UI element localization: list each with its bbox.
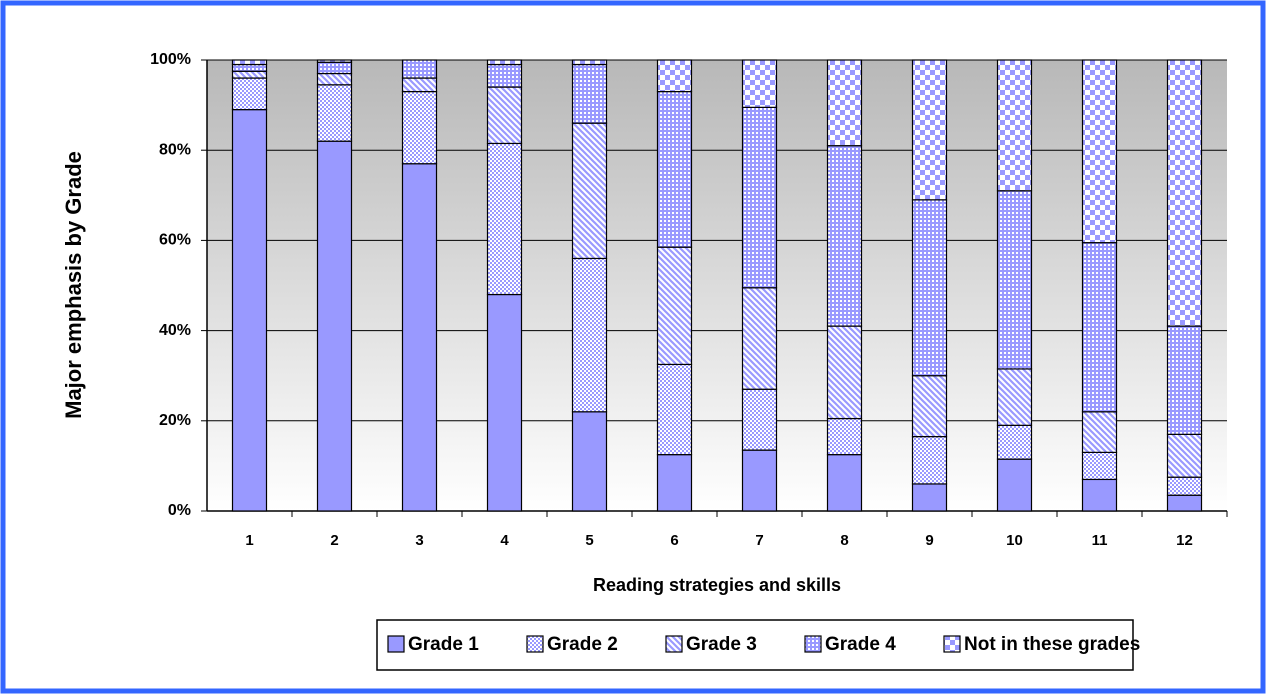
bar-segment xyxy=(911,483,948,512)
bar-segment xyxy=(1166,59,1203,327)
bar-segment xyxy=(1081,59,1118,244)
bar-segment xyxy=(231,70,268,79)
bar-segment xyxy=(316,59,353,63)
x-tick-label: 7 xyxy=(755,532,763,549)
y-tick-label: 60% xyxy=(159,232,191,249)
x-tick-label: 10 xyxy=(1006,532,1023,549)
bar-segment xyxy=(656,454,693,512)
bar-segment xyxy=(571,411,608,512)
y-axis-title: Major emphasis by Grade xyxy=(61,151,86,419)
bar-segment xyxy=(486,59,523,66)
legend-label: Grade 1 xyxy=(408,634,479,655)
x-tick-label: 3 xyxy=(415,532,423,549)
bar-segment xyxy=(1081,451,1118,481)
bar-segment xyxy=(571,63,608,124)
x-tick-label: 11 xyxy=(1092,532,1108,549)
x-tick-label: 1 xyxy=(245,532,253,549)
bar-segment xyxy=(231,59,268,66)
bar-segment xyxy=(486,86,523,145)
bar-segment xyxy=(996,458,1033,512)
bar-segment xyxy=(996,424,1033,460)
bar-segment xyxy=(1166,494,1203,512)
legend-swatch xyxy=(526,635,544,653)
bar-segment xyxy=(401,59,438,79)
bar-segment xyxy=(826,59,863,147)
bar-segment xyxy=(231,77,268,111)
legend-label: Grade 3 xyxy=(686,634,757,655)
bar-segment xyxy=(911,435,948,485)
legend-box xyxy=(376,619,1134,671)
y-tick-label: 0% xyxy=(168,502,191,519)
bar-segment xyxy=(741,287,778,390)
plot-area xyxy=(207,60,1227,511)
bar-segment xyxy=(741,388,778,451)
bar-segment xyxy=(231,109,268,512)
bar-segment xyxy=(741,106,778,289)
x-tick-label: 4 xyxy=(500,532,509,549)
bar-segment xyxy=(571,59,608,66)
legend-swatch xyxy=(943,635,961,653)
bar-segment xyxy=(1166,325,1203,435)
x-tick-label: 9 xyxy=(925,532,933,549)
bar-segment xyxy=(571,257,608,413)
bar-segment xyxy=(826,145,863,327)
bar-segment xyxy=(996,59,1033,192)
y-tick-label: 40% xyxy=(159,322,191,339)
bar-segment xyxy=(316,84,353,142)
legend-swatch xyxy=(804,635,822,653)
bar-segment xyxy=(826,454,863,512)
y-tick-label: 80% xyxy=(159,141,191,158)
bar-segment xyxy=(486,142,523,296)
bar-segment xyxy=(1081,411,1118,453)
bar-segment xyxy=(1081,242,1118,413)
legend-label: Grade 4 xyxy=(825,634,896,655)
bar-segment xyxy=(826,325,863,420)
legend-label: Grade 2 xyxy=(547,634,618,655)
bar-segment xyxy=(486,63,523,88)
bar-segment xyxy=(656,246,693,366)
bar-segment xyxy=(1081,478,1118,512)
y-tick-label: 20% xyxy=(159,412,191,429)
x-axis-title: Reading strategies and skills xyxy=(593,575,841,595)
bar-segment xyxy=(741,449,778,512)
bar-segment xyxy=(996,190,1033,370)
bar-segment xyxy=(486,293,523,512)
bar-segment xyxy=(231,63,268,72)
x-tick-label: 12 xyxy=(1176,532,1193,549)
legend-label: Not in these grades xyxy=(964,634,1140,655)
bar-segment xyxy=(996,368,1033,426)
bar-segment xyxy=(401,77,438,93)
bar-segment xyxy=(826,417,863,456)
bar-segment xyxy=(316,61,353,75)
bar-segment xyxy=(911,59,948,201)
legend-swatch xyxy=(665,635,683,653)
bar-segment xyxy=(1166,476,1203,496)
x-tick-label: 8 xyxy=(840,532,848,549)
bar-segment xyxy=(741,59,778,108)
bar-segment xyxy=(316,140,353,512)
y-tick-label: 100% xyxy=(150,51,191,68)
bar-segment xyxy=(656,90,693,248)
x-tick-label: 6 xyxy=(670,532,678,549)
legend-swatch xyxy=(387,635,405,653)
x-tick-label: 5 xyxy=(585,532,593,549)
bar-segment xyxy=(1166,433,1203,478)
bar-segment xyxy=(316,72,353,86)
bar-segment xyxy=(656,363,693,456)
x-tick-label: 2 xyxy=(330,532,338,549)
bar-segment xyxy=(571,122,608,260)
bar-segment xyxy=(911,199,948,377)
bar-segment xyxy=(911,375,948,438)
bar-segment xyxy=(401,163,438,512)
bar-segment xyxy=(401,90,438,165)
bar-segment xyxy=(656,59,693,93)
